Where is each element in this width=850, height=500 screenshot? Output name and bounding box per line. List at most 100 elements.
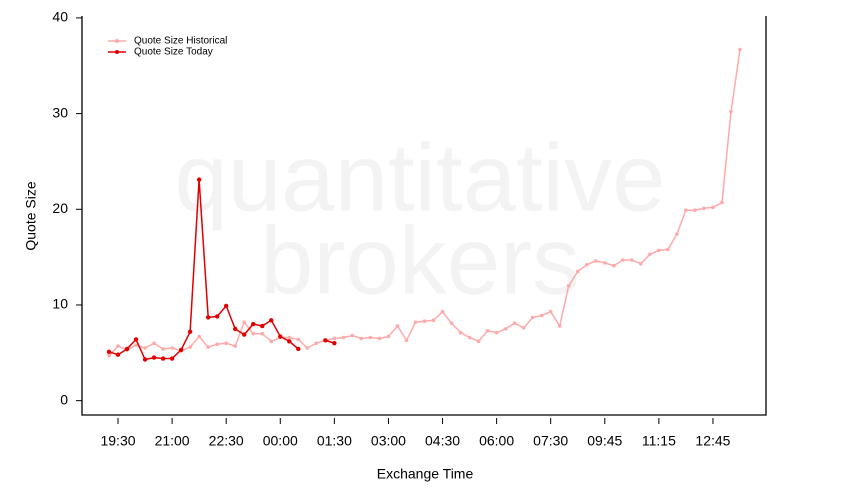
- legend-marker: [115, 50, 119, 54]
- point: [116, 344, 120, 348]
- x-tick-label: 21:00: [155, 433, 190, 449]
- point: [593, 259, 598, 263]
- point: [133, 337, 139, 342]
- legend-label: Quote Size Today: [134, 47, 213, 58]
- x-axis-label: Exchange Time: [377, 466, 474, 482]
- point: [152, 341, 156, 346]
- y-tick-label: 20: [52, 200, 68, 216]
- point: [205, 315, 211, 320]
- watermark: quantitative: [174, 124, 665, 231]
- point: [729, 109, 733, 114]
- point: [512, 321, 517, 325]
- point: [530, 315, 535, 320]
- point: [187, 329, 193, 334]
- point: [440, 309, 445, 314]
- y-tick-label: 40: [52, 9, 68, 25]
- point: [738, 47, 742, 52]
- point: [711, 205, 715, 210]
- point: [107, 353, 111, 358]
- point: [612, 263, 616, 268]
- point: [395, 324, 400, 328]
- point: [305, 346, 310, 350]
- point: [143, 346, 147, 350]
- point: [142, 357, 148, 362]
- x-tick-label: 12:45: [695, 433, 730, 449]
- point: [214, 314, 220, 319]
- point: [106, 349, 112, 355]
- point: [224, 341, 228, 346]
- point: [404, 338, 409, 343]
- point: [350, 333, 355, 338]
- x-tick-label: 04:30: [425, 433, 460, 449]
- point: [548, 309, 553, 314]
- x-tick-label: 22:30: [209, 433, 244, 449]
- point: [242, 320, 247, 324]
- watermark: brokers: [260, 207, 580, 314]
- point: [223, 303, 229, 309]
- point: [503, 327, 508, 331]
- x-tick-label: 00:00: [263, 433, 298, 449]
- point: [242, 332, 247, 337]
- point: [206, 345, 210, 349]
- y-tick-label: 10: [52, 296, 68, 312]
- point: [458, 330, 463, 335]
- y-axis-label: Quote Size: [23, 181, 39, 250]
- point: [476, 339, 481, 344]
- point: [196, 177, 202, 182]
- legend-label: Quote Size Historical: [134, 36, 227, 47]
- point: [521, 326, 526, 330]
- point: [449, 321, 454, 325]
- point: [323, 338, 328, 343]
- point: [215, 342, 219, 346]
- x-tick-label: 19:30: [100, 433, 135, 449]
- point: [666, 247, 670, 252]
- point: [278, 334, 283, 339]
- point: [485, 328, 490, 333]
- point: [621, 258, 625, 262]
- x-tick-label: 11:15: [642, 433, 676, 449]
- point: [368, 335, 373, 340]
- point: [539, 313, 544, 318]
- x-tick-label: 01:30: [317, 433, 352, 449]
- point: [584, 262, 589, 267]
- point: [422, 319, 427, 324]
- point: [115, 352, 121, 357]
- point: [296, 346, 301, 352]
- point: [269, 339, 274, 344]
- point: [377, 336, 382, 341]
- point: [296, 337, 301, 342]
- point: [332, 341, 337, 346]
- point: [720, 200, 724, 205]
- point: [151, 355, 157, 360]
- point: [260, 323, 265, 329]
- point: [178, 347, 184, 353]
- point: [134, 343, 138, 347]
- point: [675, 232, 679, 236]
- x-tick-label: 09:45: [587, 433, 622, 449]
- point: [630, 258, 634, 262]
- point: [575, 269, 580, 274]
- point: [693, 208, 697, 213]
- point: [169, 356, 175, 361]
- point: [160, 356, 166, 361]
- point: [233, 344, 237, 348]
- point: [287, 335, 292, 340]
- point: [467, 335, 472, 340]
- point: [684, 208, 688, 213]
- y-tick-label: 0: [60, 391, 68, 407]
- point: [431, 318, 436, 323]
- point: [188, 345, 192, 349]
- point: [702, 206, 706, 211]
- x-tick-label: 03:00: [371, 433, 406, 449]
- point: [161, 347, 165, 351]
- y-tick-label: 30: [52, 104, 68, 120]
- x-tick-label: 06:00: [479, 433, 514, 449]
- point: [251, 321, 256, 327]
- point: [657, 248, 661, 253]
- point: [197, 334, 201, 339]
- point: [359, 336, 364, 341]
- legend-marker: [115, 39, 119, 43]
- point: [386, 334, 391, 339]
- point: [314, 341, 319, 346]
